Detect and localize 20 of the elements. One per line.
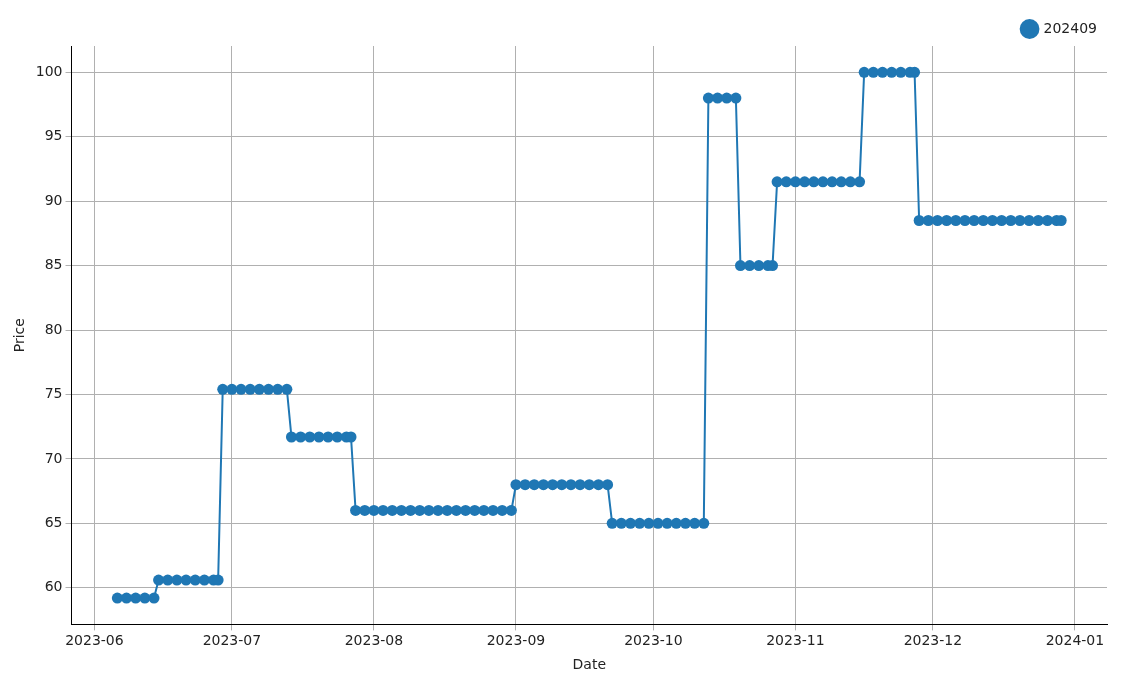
y-tick-label: 90 <box>44 191 63 208</box>
y-axis-title: Price <box>11 318 28 353</box>
x-tick-label: 2023-06 <box>65 632 124 649</box>
x-tick-label: 2023-07 <box>202 632 262 649</box>
y-tick-label: 75 <box>44 385 63 402</box>
y-tick-label: 95 <box>44 127 63 144</box>
x-axis-title: Date <box>572 656 606 673</box>
y-tick-label: 65 <box>44 514 63 530</box>
legend-label: 202409 <box>1043 19 1098 36</box>
y-tick-label: 85 <box>44 256 63 273</box>
x-tick-label: 2024-01 <box>1045 632 1105 649</box>
x-tick-label: 2023-09 <box>486 632 546 649</box>
x-tick-label: 2023-08 <box>344 632 404 649</box>
y-tick-label: 60 <box>44 578 63 595</box>
x-tick-label: 2023-11 <box>766 632 825 649</box>
x-tick-label: 2023-10 <box>624 632 683 649</box>
x-tick-label: 2023-12 <box>903 632 963 649</box>
y-tick-label: 80 <box>44 320 63 337</box>
y-tick-label: 70 <box>44 449 63 466</box>
y-tick-label: 100 <box>35 62 63 79</box>
